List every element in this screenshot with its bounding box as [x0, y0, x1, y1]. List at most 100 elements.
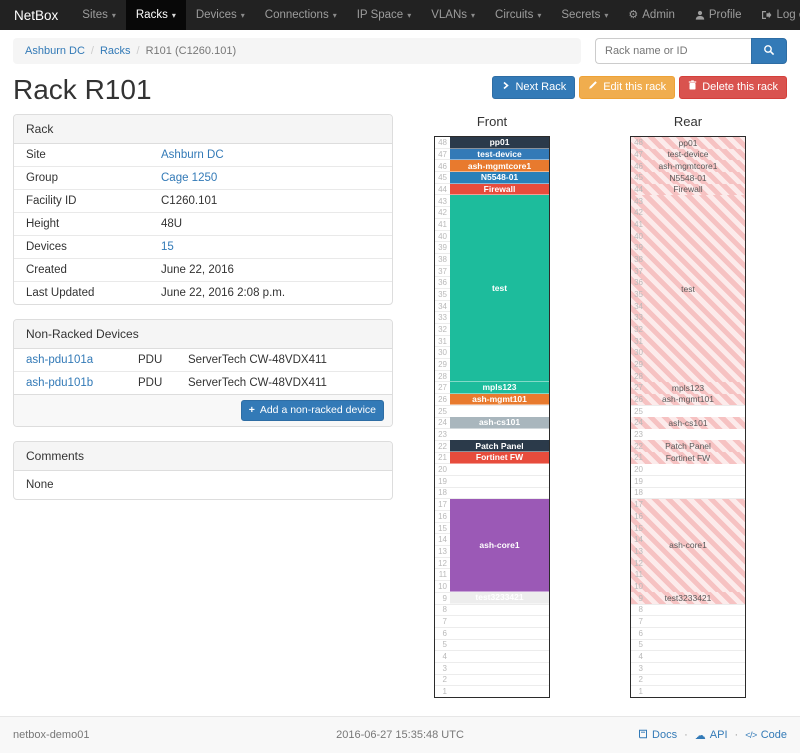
rear-rack-elevation: pp01 test-device ash-mgmtcore1 N5548-01 Fire…: [630, 136, 746, 698]
rack-unit-row: [631, 663, 745, 675]
rack-device-n5548-01[interactable]: N5548-01: [631, 172, 745, 184]
next-rack-button[interactable]: Next Rack: [492, 76, 576, 100]
attr-value-link[interactable]: Ashburn DC: [161, 149, 224, 161]
attr-label: Facility ID: [14, 189, 149, 213]
rack-elevations: Front pp01 test-device ash-mgmtcore1 N5548-…: [393, 114, 787, 698]
rack-unit-row: [631, 686, 745, 697]
nav-item-label: Admin: [642, 9, 675, 21]
rack-device-ash-mgmt101[interactable]: ash-mgmt101: [450, 393, 549, 406]
rack-device-pp01[interactable]: pp01: [450, 137, 549, 149]
rack-device-label: pp01: [678, 137, 698, 148]
rack-device-test[interactable]: test: [631, 195, 745, 382]
attr-value: Cage 1250: [149, 166, 392, 190]
rack-device-ash-mgmtcore1[interactable]: ash-mgmtcore1: [631, 160, 745, 172]
rack-unit-row: [631, 476, 745, 488]
attr-value: June 22, 2016 2:08 p.m.: [149, 281, 392, 304]
nav-item-sites[interactable]: Sites ▾: [72, 0, 126, 30]
rack-attr-row: Devices 15: [14, 235, 392, 259]
rack-unit-row: [435, 593, 549, 605]
rear-rack-title: Rear: [673, 114, 703, 129]
footer-link-label: API: [709, 729, 728, 741]
rack-device-label: test3233421: [475, 592, 524, 603]
plus-icon: +: [248, 404, 255, 416]
nav-item-profile[interactable]: Profile: [685, 0, 752, 30]
rack-device-label: ash-core1: [479, 539, 520, 550]
rack-device-ash-mgmt101[interactable]: ash-mgmt101: [631, 393, 745, 406]
rack-device-patch-panel[interactable]: Patch Panel: [631, 440, 745, 452]
rack-device-ash-cs101[interactable]: ash-cs101: [450, 417, 549, 429]
rack-unit-row: [631, 640, 745, 652]
api-link[interactable]: ☁ API: [695, 729, 728, 742]
device-link-ash-pdu101a[interactable]: ash-pdu101a: [26, 354, 94, 366]
rack-device-ash-core1[interactable]: ash-core1: [631, 498, 745, 592]
gear-icon: ⚙: [628, 8, 639, 21]
rack-device-test-device[interactable]: test-device: [631, 148, 745, 161]
rack-device-ash-core1[interactable]: ash-core1: [450, 498, 549, 592]
footer-separator: ·: [684, 729, 688, 741]
book-icon: [638, 729, 648, 742]
caret-down-icon: ▾: [407, 11, 412, 20]
device-name-cell: ash-pdu101b: [14, 371, 126, 394]
nav-item-vlans[interactable]: VLANs ▾: [421, 0, 485, 30]
nav-item-devices[interactable]: Devices ▾: [186, 0, 255, 30]
nav-item-admin[interactable]: ⚙ Admin: [618, 0, 684, 30]
rack-device-test-device[interactable]: test-device: [450, 148, 549, 161]
attr-value: June 22, 2016: [149, 258, 392, 282]
button-label: Edit this rack: [603, 81, 667, 93]
nav-item-circuits[interactable]: Circuits ▾: [485, 0, 551, 30]
code-link[interactable]: </> Code: [745, 729, 787, 741]
rack-device-label: test: [681, 283, 695, 294]
nav-item-ip-space[interactable]: IP Space ▾: [347, 0, 421, 30]
footer-separator: ·: [734, 729, 739, 741]
nav-item-label: Profile: [708, 9, 742, 21]
rack-device-fortinet-fw[interactable]: Fortinet FW: [450, 452, 549, 464]
device-link-ash-pdu101b[interactable]: ash-pdu101b: [26, 377, 94, 389]
nav-item-label: Circuits: [495, 9, 534, 21]
attr-value: 15: [149, 235, 392, 259]
rack-device-patch-panel[interactable]: Patch Panel: [450, 440, 549, 452]
rack-device-mpls123[interactable]: mpls123: [450, 382, 549, 394]
rack-device-ash-cs101[interactable]: ash-cs101: [631, 417, 745, 429]
rack-device-label: ash-mgmt101: [472, 393, 527, 404]
nav-item-connections[interactable]: Connections ▾: [255, 0, 347, 30]
rack-device-mpls123[interactable]: mpls123: [631, 382, 745, 394]
breadcrumb-separator: /: [136, 45, 140, 57]
rack-panel-title: Rack: [14, 115, 392, 144]
search-input[interactable]: [595, 38, 751, 64]
nav-item-racks[interactable]: Racks ▾: [125, 0, 186, 30]
search-button[interactable]: [751, 38, 787, 64]
rack-unit-row: [435, 488, 549, 500]
nav-item-label: Racks: [135, 9, 168, 21]
rack-unit-row: [631, 406, 745, 418]
delete-rack-button[interactable]: Delete this rack: [679, 76, 787, 100]
rack-device-firewall[interactable]: Firewall: [450, 183, 549, 196]
nonracked-device-row: ash-pdu101a PDU ServerTech CW-48VDX411: [14, 349, 392, 372]
attr-value: Ashburn DC: [149, 144, 392, 167]
rack-device-n5548-01[interactable]: N5548-01: [450, 172, 549, 184]
rack-device-test[interactable]: test: [450, 195, 549, 382]
rack-device-fortinet-fw[interactable]: Fortinet FW: [631, 452, 745, 464]
breadcrumb-item-racks[interactable]: Racks: [99, 45, 131, 57]
rack-attr-row: Facility ID C1260.101: [14, 189, 392, 213]
rack-unit-row: [435, 464, 549, 476]
breadcrumb-item-ashburn-dc[interactable]: Ashburn DC: [25, 45, 85, 57]
rack-device-firewall[interactable]: Firewall: [631, 183, 745, 196]
rack-device-ash-mgmtcore1[interactable]: ash-mgmtcore1: [450, 160, 549, 172]
device-role-cell: PDU: [126, 371, 176, 394]
docs-link[interactable]: Docs: [638, 729, 677, 742]
attr-label: Created: [14, 258, 149, 282]
breadcrumb: Ashburn DC / Racks / R101 (C1260.101): [13, 38, 581, 64]
breadcrumb-item-r101-c1260-101: R101 (C1260.101): [145, 45, 237, 57]
rack-device-test3233421[interactable]: test3233421: [450, 592, 549, 604]
edit-rack-button[interactable]: Edit this rack: [579, 76, 676, 100]
rack-device-pp01[interactable]: pp01: [631, 137, 745, 149]
rack-device-label: Patch Panel: [475, 440, 524, 451]
rack-device-test3233421[interactable]: test3233421: [631, 592, 745, 604]
attr-value-link[interactable]: 15: [161, 241, 174, 253]
nav-item-logout[interactable]: Log out: [751, 0, 800, 30]
nav-item-secrets[interactable]: Secrets ▾: [551, 0, 618, 30]
attr-value-link[interactable]: Cage 1250: [161, 172, 218, 184]
footer-link-label: Code: [760, 729, 787, 741]
brand[interactable]: NetBox: [14, 7, 59, 23]
add-nonracked-button[interactable]: + Add a non-racked device: [240, 400, 384, 421]
